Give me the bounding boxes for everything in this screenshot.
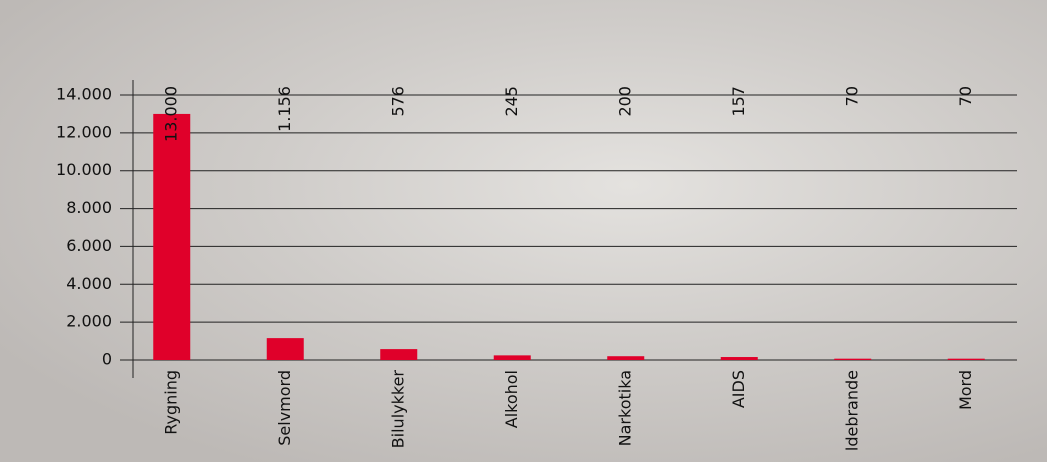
bar — [266, 338, 304, 360]
y-tick-label: 6.000 — [66, 236, 112, 255]
x-tick-label: Narkotika — [615, 370, 634, 446]
bar — [720, 357, 758, 360]
bar — [493, 355, 531, 360]
x-tick-label: Mord — [956, 370, 975, 410]
value-label: 576 — [388, 86, 407, 117]
x-tick-label: ldebrande — [842, 370, 861, 451]
bar — [607, 356, 645, 360]
y-tick-label: 14.000 — [56, 85, 112, 104]
bar — [834, 358, 872, 360]
bar — [153, 113, 191, 360]
value-label: 70 — [842, 86, 861, 106]
y-tick-label: 10.000 — [56, 160, 112, 179]
y-tick-label: 8.000 — [66, 198, 112, 217]
bar — [380, 349, 418, 360]
value-label: 70 — [956, 86, 975, 106]
x-tick-label: Bilulykker — [388, 370, 407, 449]
bar — [947, 358, 985, 360]
y-tick-label: 4.000 — [66, 274, 112, 293]
y-tick-label: 12.000 — [56, 122, 112, 141]
value-label: 245 — [502, 86, 521, 117]
value-label: 1.156 — [275, 86, 294, 132]
x-tick-label: Alkohol — [502, 370, 521, 428]
value-label: 200 — [615, 86, 634, 117]
value-label: 157 — [729, 86, 748, 117]
y-tick-label: 2.000 — [66, 312, 112, 331]
x-tick-label: AIDS — [729, 370, 748, 408]
y-tick-label: 0 — [102, 350, 112, 369]
x-tick-label: Selvmord — [275, 370, 294, 446]
value-label: 13.000 — [161, 86, 180, 142]
x-tick-label: Rygning — [161, 370, 180, 435]
